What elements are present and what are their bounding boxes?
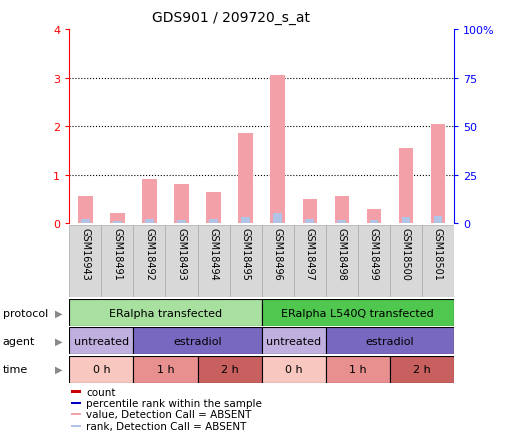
Text: 2 h: 2 h: [221, 365, 239, 374]
Bar: [358, 226, 390, 297]
Text: count: count: [86, 387, 116, 397]
Text: 0 h: 0 h: [92, 365, 110, 374]
Bar: [293, 226, 326, 297]
Bar: [273, 214, 282, 224]
Bar: [71, 402, 81, 404]
Text: ▶: ▶: [55, 336, 63, 346]
Text: GSM18491: GSM18491: [112, 228, 122, 280]
Text: GSM18500: GSM18500: [401, 228, 411, 281]
Bar: [390, 356, 454, 383]
Bar: [262, 328, 326, 355]
Text: GSM18494: GSM18494: [209, 228, 219, 280]
Bar: [81, 220, 90, 224]
Bar: [69, 226, 102, 297]
Text: untreated: untreated: [266, 336, 321, 346]
Bar: [367, 209, 381, 224]
Bar: [326, 356, 390, 383]
Bar: [262, 226, 293, 297]
Bar: [402, 218, 410, 224]
Bar: [69, 299, 262, 326]
Bar: [262, 299, 454, 326]
Bar: [69, 328, 133, 355]
Bar: [305, 220, 314, 224]
Text: estradiol: estradiol: [366, 336, 414, 346]
Text: time: time: [3, 365, 28, 374]
Bar: [198, 226, 229, 297]
Bar: [433, 216, 442, 224]
Text: GSM18495: GSM18495: [241, 228, 250, 281]
Bar: [145, 220, 154, 224]
Text: GSM18492: GSM18492: [145, 228, 154, 281]
Text: untreated: untreated: [74, 336, 129, 346]
Text: GSM16943: GSM16943: [81, 228, 90, 280]
Bar: [270, 76, 285, 224]
Text: ERalpha L540Q transfected: ERalpha L540Q transfected: [282, 308, 434, 318]
Bar: [431, 125, 445, 224]
Bar: [142, 180, 156, 224]
Bar: [326, 328, 454, 355]
Text: GSM18501: GSM18501: [433, 228, 443, 281]
Text: ▶: ▶: [55, 308, 63, 318]
Bar: [69, 356, 133, 383]
Text: GSM18497: GSM18497: [305, 228, 314, 281]
Text: GSM18499: GSM18499: [369, 228, 379, 280]
Text: protocol: protocol: [3, 308, 48, 318]
Bar: [174, 185, 189, 224]
Bar: [177, 220, 186, 224]
Bar: [206, 192, 221, 224]
Bar: [229, 226, 262, 297]
Text: GDS901 / 209720_s_at: GDS901 / 209720_s_at: [152, 11, 310, 25]
Bar: [338, 220, 346, 224]
Text: rank, Detection Call = ABSENT: rank, Detection Call = ABSENT: [86, 421, 247, 431]
Text: 2 h: 2 h: [413, 365, 431, 374]
Bar: [241, 218, 250, 224]
Bar: [133, 226, 165, 297]
Bar: [71, 413, 81, 415]
Text: 1 h: 1 h: [156, 365, 174, 374]
Text: GSM18496: GSM18496: [273, 228, 283, 280]
Bar: [390, 226, 422, 297]
Text: estradiol: estradiol: [173, 336, 222, 346]
Bar: [198, 356, 262, 383]
Bar: [133, 328, 262, 355]
Bar: [209, 219, 218, 224]
Bar: [369, 220, 378, 224]
Bar: [113, 221, 122, 224]
Bar: [326, 226, 358, 297]
Text: agent: agent: [3, 336, 35, 346]
Bar: [239, 134, 253, 224]
Bar: [303, 199, 317, 224]
Text: ▶: ▶: [55, 365, 63, 374]
Text: 0 h: 0 h: [285, 365, 303, 374]
Text: percentile rank within the sample: percentile rank within the sample: [86, 398, 262, 408]
Text: 1 h: 1 h: [349, 365, 367, 374]
Bar: [422, 226, 454, 297]
Bar: [399, 149, 413, 224]
Bar: [102, 226, 133, 297]
Bar: [78, 197, 92, 224]
Text: GSM18498: GSM18498: [337, 228, 347, 280]
Bar: [133, 356, 198, 383]
Bar: [165, 226, 198, 297]
Bar: [334, 197, 349, 224]
Text: GSM18493: GSM18493: [176, 228, 186, 280]
Bar: [262, 356, 326, 383]
Text: value, Detection Call = ABSENT: value, Detection Call = ABSENT: [86, 410, 252, 420]
Bar: [71, 424, 81, 427]
Text: ERalpha transfected: ERalpha transfected: [109, 308, 222, 318]
Bar: [71, 391, 81, 393]
Bar: [110, 214, 125, 224]
